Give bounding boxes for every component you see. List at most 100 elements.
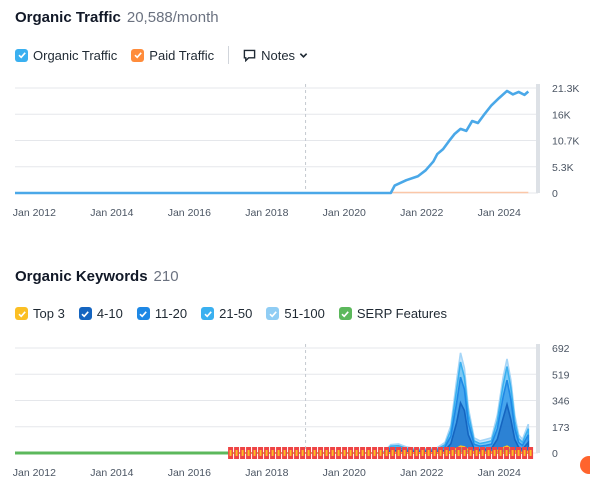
- legend-paid-traffic[interactable]: Paid Traffic: [131, 48, 214, 63]
- y-tick-label: 346: [552, 396, 570, 408]
- legend-top-3[interactable]: Top 3: [15, 306, 65, 321]
- serp-marker-inner: [493, 450, 496, 456]
- serp-marker-inner: [481, 450, 484, 456]
- serp-marker-inner: [511, 450, 514, 456]
- serp-marker-inner: [271, 450, 274, 456]
- y-tick-label: 519: [552, 369, 570, 381]
- serp-marker-inner: [331, 450, 334, 456]
- serp-marker-inner: [391, 450, 394, 456]
- serp-marker-inner: [529, 450, 532, 456]
- x-tick-label: Jan 2020: [323, 467, 366, 479]
- y-tick-label: 173: [552, 422, 570, 434]
- serp-marker-inner: [289, 450, 292, 456]
- checkbox-icon[interactable]: [266, 307, 280, 320]
- x-tick-label: Jan 2016: [168, 467, 211, 479]
- serp-marker-inner: [499, 450, 502, 456]
- y-tick-label: 16K: [552, 109, 571, 121]
- serp-marker-inner: [457, 450, 460, 456]
- checkbox-icon[interactable]: [15, 307, 28, 320]
- serp-marker-inner: [505, 450, 508, 456]
- legend-organic-traffic[interactable]: Organic Traffic: [15, 48, 117, 63]
- chevron-down-icon: [299, 52, 308, 58]
- serp-marker-inner: [349, 450, 352, 456]
- serp-marker-inner: [253, 450, 256, 456]
- serp-marker-inner: [229, 450, 232, 456]
- help-widget[interactable]: [580, 456, 590, 474]
- serp-features-band: [15, 451, 229, 455]
- serp-marker-inner: [361, 450, 364, 456]
- legend-label: Paid Traffic: [149, 47, 215, 63]
- x-tick-label: Jan 2022: [400, 467, 443, 479]
- legend-label: 51-100: [284, 306, 325, 321]
- x-tick-label: Jan 2024: [478, 207, 521, 219]
- x-tick-label: Jan 2018: [245, 207, 288, 219]
- chart-edge: [536, 84, 540, 193]
- serp-marker-inner: [277, 450, 280, 456]
- checkbox-icon[interactable]: [338, 307, 352, 320]
- serp-marker-inner: [373, 450, 376, 456]
- checkbox-icon[interactable]: [131, 48, 145, 62]
- legend-label: SERP Features: [356, 306, 447, 321]
- serp-marker-inner: [523, 450, 526, 456]
- serp-marker-inner: [379, 450, 382, 456]
- serp-marker-inner: [325, 450, 328, 456]
- serp-marker-inner: [445, 450, 448, 456]
- serp-marker-inner: [433, 450, 436, 456]
- serp-marker-inner: [235, 450, 238, 456]
- legend-4-10[interactable]: 4-10: [78, 306, 123, 321]
- serp-marker-inner: [313, 450, 316, 456]
- legend-label: 21-50: [219, 306, 253, 321]
- notes-button[interactable]: Notes: [243, 48, 308, 63]
- serp-marker-inner: [397, 450, 400, 456]
- serp-marker-inner: [421, 450, 424, 456]
- y-tick-label: 0: [552, 448, 558, 460]
- note-icon: [243, 49, 256, 62]
- serp-marker-inner: [403, 450, 406, 456]
- legend-11-20[interactable]: 11-20: [136, 306, 188, 321]
- serp-marker-inner: [295, 450, 298, 456]
- y-tick-label: 0: [552, 188, 558, 200]
- x-tick-label: Jan 2024: [478, 467, 521, 479]
- chart-edge: [536, 344, 540, 453]
- serp-marker-inner: [463, 450, 466, 456]
- traffic-chart: 21.3K 16K 10.7K 5.3K 0 Jan 2012 Jan 2014 Jan 20…: [13, 83, 580, 219]
- traffic-legend: Organic Traffic Paid Traffic Notes: [15, 46, 308, 64]
- legend-serp-features[interactable]: SERP Features: [338, 306, 447, 321]
- legend-divider: [228, 46, 230, 64]
- serp-marker-inner: [469, 450, 472, 456]
- serp-marker-inner: [265, 450, 268, 456]
- legend-21-50[interactable]: 21-50: [201, 306, 252, 321]
- legend-51-100[interactable]: 51-100: [266, 306, 325, 321]
- y-tick-label: 5.3K: [552, 162, 574, 174]
- checkbox-icon[interactable]: [78, 307, 92, 320]
- serp-marker-inner: [283, 450, 286, 456]
- y-tick-label: 21.3K: [552, 83, 579, 95]
- serp-marker-inner: [247, 450, 250, 456]
- traffic-value: 20,588/month: [126, 9, 219, 26]
- checkbox-icon[interactable]: [15, 48, 28, 62]
- y-tick-label: 692: [552, 343, 570, 355]
- legend-label: 11-20: [154, 306, 188, 321]
- serp-marker-inner: [301, 450, 304, 456]
- x-tick-label: Jan 2012: [13, 467, 56, 479]
- serp-marker-inner: [517, 450, 520, 456]
- y-tick-label: 10.7K: [552, 136, 579, 148]
- serp-marker-inner: [487, 450, 490, 456]
- serp-marker-inner: [355, 450, 358, 456]
- serp-marker-inner: [385, 450, 388, 456]
- x-tick-label: Jan 2014: [90, 207, 133, 219]
- serp-marker-inner: [475, 450, 478, 456]
- traffic-title: Organic Traffic 20,588/month: [15, 9, 219, 26]
- serp-marker-inner: [259, 450, 262, 456]
- checkbox-icon[interactable]: [136, 307, 150, 320]
- x-tick-label: Jan 2016: [168, 207, 211, 219]
- x-tick-label: Jan 2022: [400, 207, 443, 219]
- serp-marker-inner: [343, 450, 346, 456]
- serp-marker-inner: [367, 450, 370, 456]
- serp-marker-inner: [439, 450, 442, 456]
- serp-marker-inner: [319, 450, 322, 456]
- keywords-title-label: Organic Keywords: [15, 268, 148, 285]
- checkbox-icon[interactable]: [201, 307, 215, 320]
- serp-marker-inner: [241, 450, 244, 456]
